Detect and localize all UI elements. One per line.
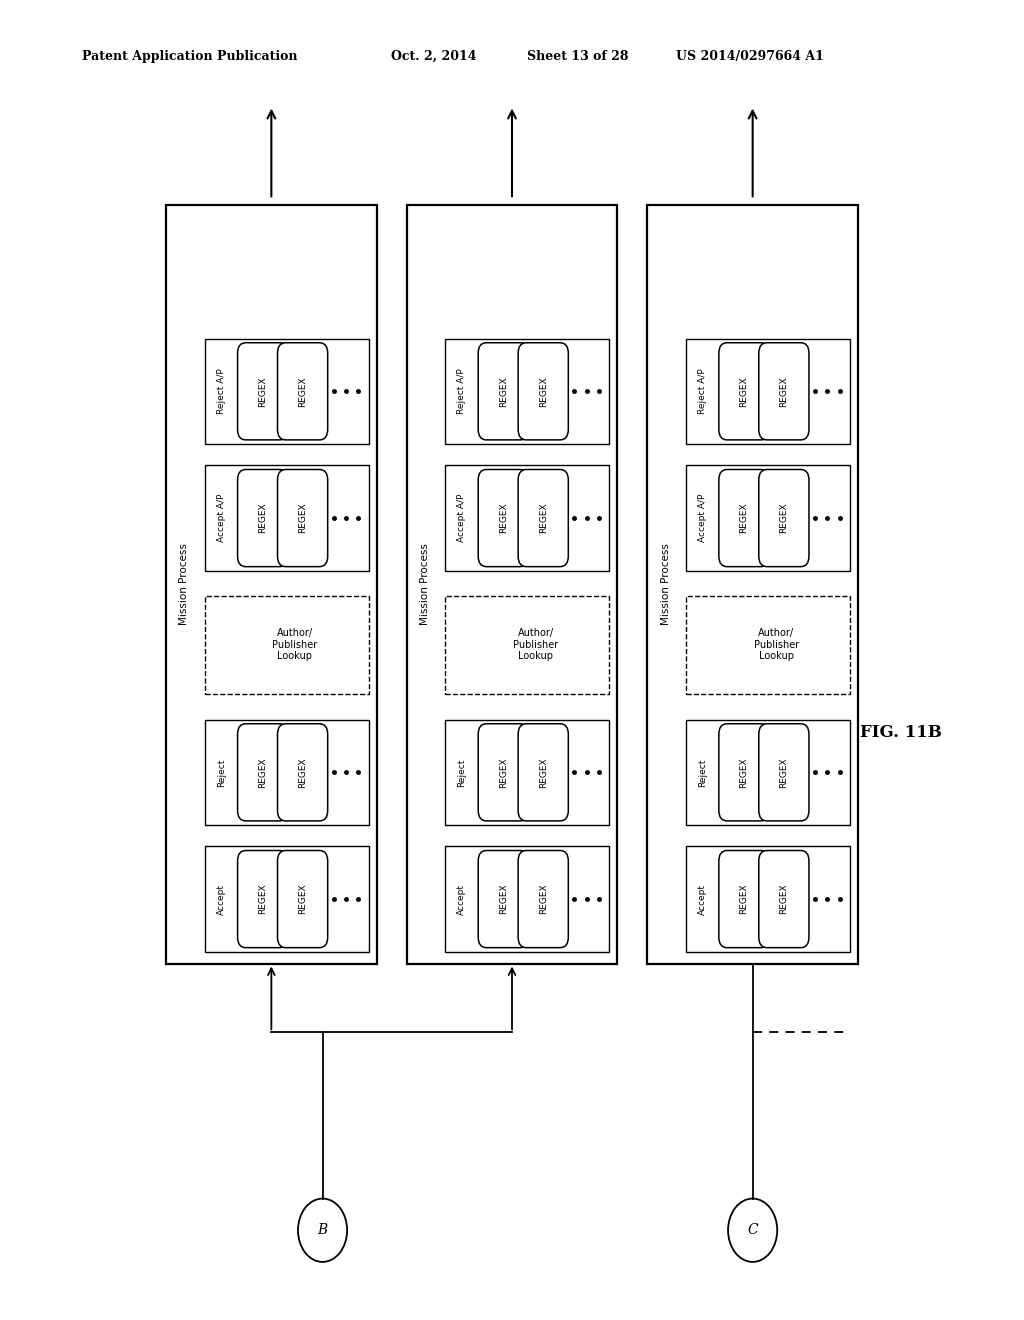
FancyBboxPatch shape <box>759 723 809 821</box>
Text: REGEX: REGEX <box>739 884 749 915</box>
FancyBboxPatch shape <box>278 470 328 566</box>
Text: REGEX: REGEX <box>539 884 548 915</box>
FancyBboxPatch shape <box>478 850 528 948</box>
Text: REGEX: REGEX <box>298 376 307 407</box>
Text: Reject A/P: Reject A/P <box>458 368 466 414</box>
Text: REGEX: REGEX <box>539 503 548 533</box>
FancyBboxPatch shape <box>518 850 568 948</box>
Text: Accept A/P: Accept A/P <box>217 494 225 543</box>
Text: REGEX: REGEX <box>779 884 788 915</box>
FancyBboxPatch shape <box>478 343 528 440</box>
FancyBboxPatch shape <box>518 470 568 566</box>
FancyBboxPatch shape <box>518 343 568 440</box>
Text: REGEX: REGEX <box>298 756 307 788</box>
Text: Patent Application Publication: Patent Application Publication <box>82 50 297 63</box>
FancyBboxPatch shape <box>719 343 769 440</box>
Bar <box>205 846 369 952</box>
Text: REGEX: REGEX <box>739 756 749 788</box>
Text: Reject: Reject <box>458 758 466 787</box>
Text: Author/
Publisher
Lookup: Author/ Publisher Lookup <box>513 628 558 661</box>
Text: REGEX: REGEX <box>779 503 788 533</box>
Text: Reject: Reject <box>698 758 707 787</box>
FancyBboxPatch shape <box>478 723 528 821</box>
Bar <box>205 719 369 825</box>
FancyBboxPatch shape <box>759 343 809 440</box>
Text: REGEX: REGEX <box>779 376 788 407</box>
Text: US 2014/0297664 A1: US 2014/0297664 A1 <box>676 50 823 63</box>
Bar <box>205 465 369 570</box>
Text: REGEX: REGEX <box>499 884 508 915</box>
Bar <box>445 595 609 694</box>
FancyBboxPatch shape <box>719 470 769 566</box>
Bar <box>686 338 850 444</box>
Text: B: B <box>317 1224 328 1237</box>
Text: Mission Process: Mission Process <box>660 543 671 626</box>
Bar <box>407 205 617 964</box>
FancyBboxPatch shape <box>719 723 769 821</box>
Bar <box>686 595 850 694</box>
Text: Sheet 13 of 28: Sheet 13 of 28 <box>527 50 629 63</box>
Text: REGEX: REGEX <box>779 756 788 788</box>
FancyBboxPatch shape <box>278 850 328 948</box>
Text: Accept: Accept <box>698 883 707 915</box>
Text: REGEX: REGEX <box>298 884 307 915</box>
Text: FIG. 11B: FIG. 11B <box>860 725 942 741</box>
Bar <box>445 338 609 444</box>
Text: Accept A/P: Accept A/P <box>458 494 466 543</box>
Text: REGEX: REGEX <box>499 756 508 788</box>
FancyBboxPatch shape <box>238 343 288 440</box>
Text: C: C <box>748 1224 758 1237</box>
Text: Reject A/P: Reject A/P <box>698 368 707 414</box>
FancyBboxPatch shape <box>238 723 288 821</box>
Text: Author/
Publisher
Lookup: Author/ Publisher Lookup <box>754 628 799 661</box>
Text: REGEX: REGEX <box>499 503 508 533</box>
Text: Reject A/P: Reject A/P <box>217 368 225 414</box>
FancyBboxPatch shape <box>238 470 288 566</box>
Text: REGEX: REGEX <box>298 503 307 533</box>
Bar <box>205 595 369 694</box>
FancyBboxPatch shape <box>759 470 809 566</box>
Text: REGEX: REGEX <box>258 376 267 407</box>
Bar <box>445 846 609 952</box>
Text: REGEX: REGEX <box>258 503 267 533</box>
Text: Oct. 2, 2014: Oct. 2, 2014 <box>391 50 476 63</box>
Text: Accept: Accept <box>217 883 225 915</box>
FancyBboxPatch shape <box>238 850 288 948</box>
Text: REGEX: REGEX <box>258 884 267 915</box>
Text: REGEX: REGEX <box>739 503 749 533</box>
Bar <box>166 205 377 964</box>
FancyBboxPatch shape <box>518 723 568 821</box>
Text: REGEX: REGEX <box>499 376 508 407</box>
Text: Accept: Accept <box>458 883 466 915</box>
Bar <box>445 465 609 570</box>
FancyBboxPatch shape <box>278 723 328 821</box>
Text: Accept A/P: Accept A/P <box>698 494 707 543</box>
Text: REGEX: REGEX <box>258 756 267 788</box>
Text: Author/
Publisher
Lookup: Author/ Publisher Lookup <box>272 628 317 661</box>
Text: Mission Process: Mission Process <box>420 543 430 626</box>
FancyBboxPatch shape <box>759 850 809 948</box>
Bar <box>686 465 850 570</box>
Bar <box>647 205 858 964</box>
Bar <box>445 719 609 825</box>
Text: REGEX: REGEX <box>539 376 548 407</box>
FancyBboxPatch shape <box>719 850 769 948</box>
Text: Reject: Reject <box>217 758 225 787</box>
Text: Mission Process: Mission Process <box>179 543 189 626</box>
Text: REGEX: REGEX <box>539 756 548 788</box>
Bar <box>205 338 369 444</box>
FancyBboxPatch shape <box>278 343 328 440</box>
Text: REGEX: REGEX <box>739 376 749 407</box>
FancyBboxPatch shape <box>478 470 528 566</box>
Bar <box>686 719 850 825</box>
Bar <box>686 846 850 952</box>
